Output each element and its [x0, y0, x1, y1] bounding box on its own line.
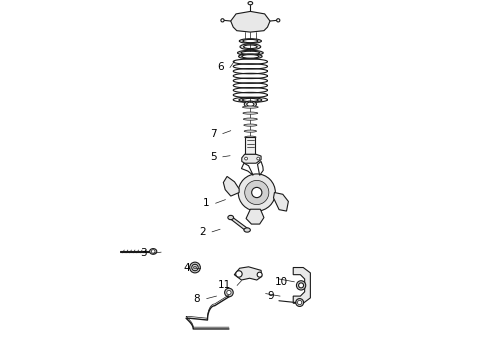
Ellipse shape [257, 272, 262, 277]
Ellipse shape [252, 188, 262, 198]
Ellipse shape [244, 228, 250, 232]
Polygon shape [293, 267, 310, 303]
Ellipse shape [245, 180, 269, 204]
Ellipse shape [238, 50, 263, 55]
Ellipse shape [221, 19, 224, 22]
Polygon shape [258, 161, 263, 175]
Text: 4: 4 [183, 262, 190, 273]
Ellipse shape [239, 54, 262, 59]
Polygon shape [246, 209, 264, 224]
Ellipse shape [241, 51, 260, 54]
Ellipse shape [248, 1, 253, 5]
Ellipse shape [247, 102, 254, 107]
Ellipse shape [228, 215, 234, 220]
Ellipse shape [243, 112, 258, 114]
Text: 10: 10 [275, 277, 288, 287]
Ellipse shape [236, 271, 242, 277]
Polygon shape [273, 193, 289, 211]
Ellipse shape [298, 283, 304, 288]
Ellipse shape [239, 39, 262, 43]
Ellipse shape [296, 298, 304, 306]
Polygon shape [234, 267, 262, 280]
Ellipse shape [277, 19, 280, 22]
Ellipse shape [151, 249, 155, 253]
Ellipse shape [194, 266, 196, 269]
Ellipse shape [245, 157, 247, 160]
Text: 1: 1 [203, 198, 209, 208]
Ellipse shape [242, 55, 259, 58]
Ellipse shape [190, 262, 200, 273]
Polygon shape [231, 12, 270, 32]
Ellipse shape [244, 130, 256, 132]
Ellipse shape [192, 264, 198, 271]
Polygon shape [223, 176, 239, 196]
Text: 8: 8 [194, 294, 200, 303]
Ellipse shape [240, 44, 261, 50]
Text: 9: 9 [267, 291, 273, 301]
Ellipse shape [297, 300, 302, 305]
Text: 3: 3 [140, 248, 147, 258]
Ellipse shape [227, 291, 231, 295]
Ellipse shape [245, 101, 256, 108]
Ellipse shape [244, 118, 257, 120]
Ellipse shape [244, 45, 257, 49]
Ellipse shape [243, 98, 258, 102]
Ellipse shape [243, 106, 258, 108]
Text: 5: 5 [210, 152, 217, 162]
Polygon shape [230, 216, 248, 231]
Ellipse shape [296, 281, 306, 290]
Text: 6: 6 [217, 63, 223, 72]
Ellipse shape [245, 136, 256, 138]
Ellipse shape [244, 124, 257, 126]
Text: 7: 7 [210, 129, 217, 139]
Ellipse shape [239, 98, 262, 102]
Text: 2: 2 [199, 227, 206, 237]
Polygon shape [242, 163, 253, 175]
Ellipse shape [149, 249, 157, 254]
Ellipse shape [243, 40, 258, 42]
Ellipse shape [238, 174, 275, 211]
Bar [245, 137, 255, 154]
Polygon shape [242, 154, 261, 163]
Text: 11: 11 [218, 280, 231, 291]
Ellipse shape [257, 157, 260, 160]
Ellipse shape [224, 288, 233, 297]
